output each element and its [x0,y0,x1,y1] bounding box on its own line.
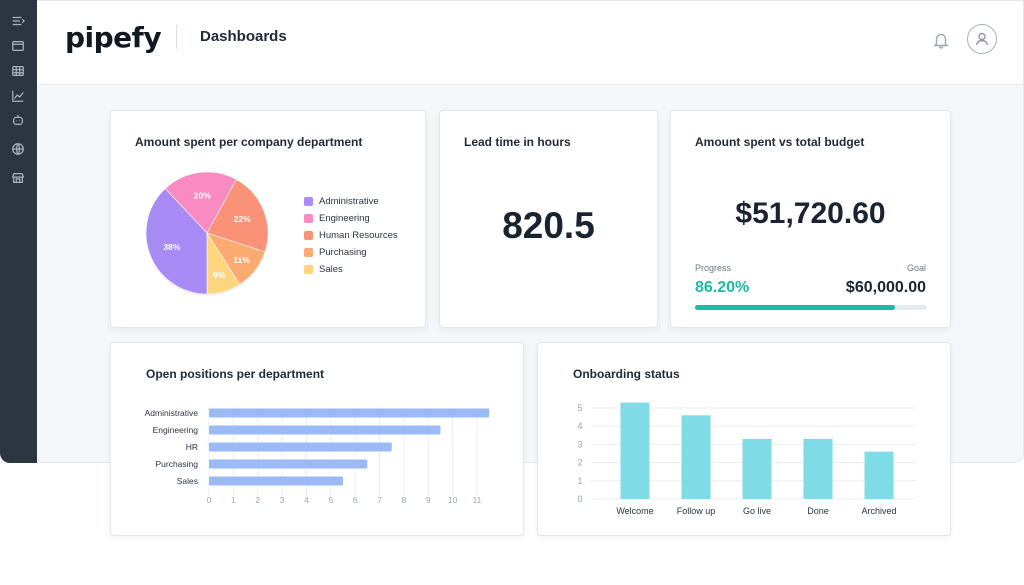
progress-bar [695,305,927,310]
progress-label: Progress [695,263,732,273]
legend-label: Purchasing [319,247,367,258]
pie-slice-label: 38% [163,242,180,252]
y-tick-label: 3 [577,439,582,449]
legend-swatch [304,214,313,223]
amount-spent-value: $51,720.60 [735,197,886,230]
lead-time-value: 820.5 [502,205,595,246]
y-category-label: Engineering [153,425,199,435]
legend-label: Sales [319,264,343,275]
x-tick-label: 1 [231,495,236,505]
pipefy-logo[interactable]: pipefy [65,21,162,54]
y-category-label: Purchasing [155,459,198,469]
legend-swatch [304,265,313,274]
x-tick-label: 11 [473,495,482,505]
goal-label: Goal [906,263,926,273]
y-tick-label: 5 [577,403,582,413]
pie-slice-administrative[interactable] [145,188,208,295]
legend-swatch [304,248,313,257]
legend-label: Human Resources [319,230,398,241]
store-icon[interactable] [10,170,26,186]
x-category-label: Follow up [677,506,716,516]
bar-administrative[interactable] [209,408,490,418]
bell-icon[interactable] [932,31,950,49]
menu-icon[interactable] [10,13,26,29]
user-avatar[interactable] [967,24,997,54]
legend-label: Engineering [319,213,370,224]
card-title: Open positions per department [146,367,325,381]
legend-item[interactable]: Engineering [304,210,398,227]
open-positions-card[interactable]: Open positions per department 0 1 2 3 4 5 6 7 8 9… [110,342,524,536]
x-tick-label: 2 [255,495,260,505]
budget-card[interactable]: Amount spent vs total budget $51,720.60 … [670,110,951,328]
x-category-label: Archived [861,506,896,516]
top-bar: pipefy Dashboards [37,1,1023,85]
pie-legend: Administrative Engineering Human Resources… [304,193,398,278]
table-icon[interactable] [10,63,26,79]
pie-chart: 20% 22% 11% 9% 38% [145,171,269,296]
page-title: Dashboards [200,28,287,45]
window-icon[interactable] [10,38,26,54]
globe-icon[interactable] [10,141,26,157]
legend-label: Administrative [319,196,379,207]
x-tick-label: 5 [328,495,333,505]
bar-engineering[interactable] [209,425,441,435]
legend-item[interactable]: Human Resources [304,227,398,244]
card-title: Amount spent per company department [135,135,363,149]
card-title: Lead time in hours [464,135,571,149]
bar-go-live[interactable] [742,438,772,499]
onboarding-status-card[interactable]: Onboarding status 0 1 2 3 4 5 Welcome Follow up… [537,342,951,536]
header-divider [176,25,177,49]
goal-value: $60,000.00 [845,279,926,296]
pie-slice-label: 9% [213,270,226,280]
progress-value: 86.20% [695,279,750,296]
pie-slice-human-resources[interactable] [206,179,269,253]
chart-line-icon[interactable] [10,88,26,104]
bar-done[interactable] [803,438,833,499]
spend-per-department-card[interactable]: Amount spent per company department 20% 2… [110,110,426,328]
bar-hr[interactable] [209,442,392,452]
bar-follow-up[interactable] [681,415,711,499]
pie-slice-label: 20% [194,190,211,200]
onboarding-chart: 0 1 2 3 4 5 Welcome Follow up Go live Done Archive… [577,402,916,516]
x-tick-label: 3 [280,495,285,505]
y-tick-label: 2 [577,458,582,468]
bar-sales[interactable] [209,476,343,486]
legend-swatch [304,231,313,240]
x-category-label: Done [807,506,829,516]
x-tick-label: 0 [207,495,212,505]
y-category-label: HR [186,442,198,452]
y-category-label: Administrative [145,408,199,418]
x-category-label: Welcome [616,506,653,516]
card-title: Amount spent vs total budget [695,135,865,149]
x-tick-label: 6 [353,495,358,505]
y-tick-label: 0 [577,494,582,504]
y-category-label: Sales [177,476,198,486]
x-tick-label: 9 [426,495,431,505]
robot-icon[interactable] [10,112,26,128]
y-tick-label: 1 [577,476,582,486]
legend-swatch [304,197,313,206]
progress-bar-fill [695,305,895,310]
sidebar [0,0,37,463]
bar-archived[interactable] [864,451,894,499]
bar-purchasing[interactable] [209,459,368,469]
pie-slice-engineering[interactable] [164,171,237,234]
y-tick-label: 4 [577,421,582,431]
x-tick-label: 4 [304,495,309,505]
lead-time-card[interactable]: Lead time in hours 820.5 [439,110,658,328]
legend-item[interactable]: Sales [304,261,398,278]
pie-slice-label: 22% [234,214,251,224]
user-icon [975,32,989,46]
x-tick-label: 8 [402,495,407,505]
x-category-label: Go live [743,506,771,516]
x-tick-label: 7 [377,495,382,505]
x-tick-label: 10 [448,495,458,505]
bar-welcome[interactable] [620,402,650,499]
pie-slice-label: 11% [233,255,250,265]
legend-item[interactable]: Purchasing [304,244,398,261]
open-positions-chart: 0 1 2 3 4 5 6 7 8 9 10 11 Administrative Engineering H… [145,407,490,505]
legend-item[interactable]: Administrative [304,193,398,210]
card-title: Onboarding status [573,367,680,381]
